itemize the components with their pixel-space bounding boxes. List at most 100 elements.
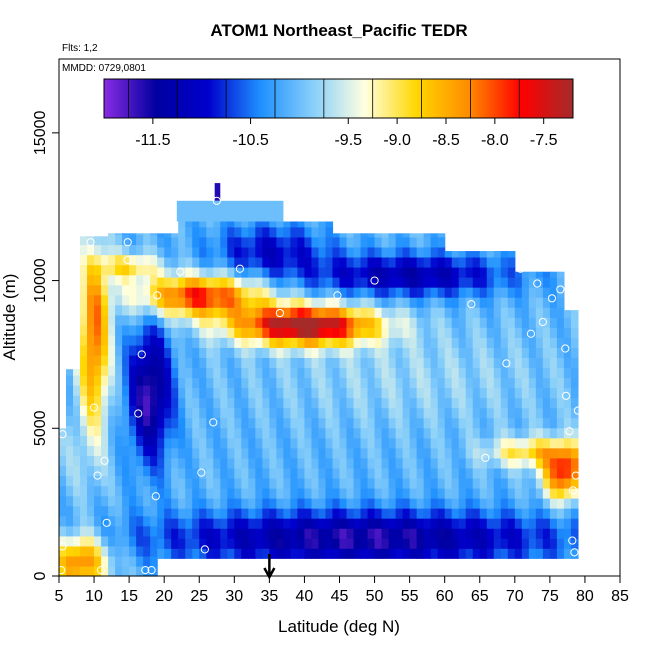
heatmap-cell xyxy=(143,244,151,256)
heatmap-cell xyxy=(297,397,306,409)
heatmap-cell xyxy=(563,487,572,499)
heatmap-cell xyxy=(318,357,327,369)
heatmap-cell xyxy=(374,327,383,338)
observation-point xyxy=(176,267,185,276)
heatmap-cell xyxy=(472,528,481,539)
heatmap-cell xyxy=(192,477,200,489)
colorbar-tick-label: -8.5 xyxy=(432,132,460,149)
heatmap-cell xyxy=(178,307,186,318)
heatmap-cell xyxy=(269,287,277,298)
heatmap-cell xyxy=(220,518,228,529)
heatmap-cell xyxy=(227,327,235,338)
heatmap-cell xyxy=(94,344,102,356)
heatmap-cell xyxy=(395,307,404,318)
heatmap-cell xyxy=(507,498,516,509)
heatmap-cell xyxy=(402,498,411,509)
heatmap-cell xyxy=(430,347,439,358)
heatmap-cell xyxy=(570,417,579,429)
heatmap-cell xyxy=(556,518,565,529)
heatmap-cell xyxy=(248,457,256,469)
heatmap-cell xyxy=(304,226,313,238)
heatmap-cell xyxy=(416,538,425,549)
heatmap-cell xyxy=(465,477,474,489)
heatmap-cell xyxy=(199,337,207,348)
heatmap-cell xyxy=(479,387,488,399)
heatmap-cell xyxy=(150,495,158,507)
heatmap-cell xyxy=(472,487,481,499)
heatmap-cell xyxy=(115,264,123,276)
heatmap-cell xyxy=(451,347,460,358)
heatmap-cell xyxy=(185,538,193,549)
heatmap-cell xyxy=(311,528,320,539)
heatmap-cell xyxy=(59,545,67,557)
heatmap-cell xyxy=(360,387,369,399)
heatmap-cell xyxy=(458,327,467,338)
heatmap-cell xyxy=(563,467,572,479)
heatmap-cell xyxy=(206,387,214,399)
heatmap-cell xyxy=(570,467,579,479)
heatmap-cell xyxy=(416,498,425,509)
heatmap-cell xyxy=(472,447,481,459)
heatmap-cell xyxy=(479,457,488,469)
heatmap-cell xyxy=(430,236,439,248)
heatmap-cell xyxy=(150,274,158,286)
heatmap-cell xyxy=(472,407,481,419)
heatmap-cell xyxy=(220,407,228,419)
heatmap-cell xyxy=(556,357,565,369)
heatmap-cell xyxy=(514,287,523,298)
heatmap-cell xyxy=(185,357,193,369)
heatmap-cell xyxy=(220,327,228,338)
heatmap-cell xyxy=(129,365,137,376)
heatmap-cell xyxy=(164,437,172,449)
observation-point xyxy=(547,294,557,303)
heatmap-cell xyxy=(171,397,179,409)
heatmap-cell xyxy=(199,447,207,459)
heatmap-cell xyxy=(563,437,572,449)
heatmap-cell xyxy=(262,427,270,439)
heatmap-cell xyxy=(346,518,355,529)
heatmap-cell xyxy=(213,528,221,539)
heatmap-cell xyxy=(276,246,284,258)
heatmap-cell xyxy=(262,437,270,449)
heatmap-cell xyxy=(507,447,516,459)
heatmap-cell xyxy=(423,256,432,268)
heatmap-cell xyxy=(101,465,109,477)
heatmap-cell xyxy=(150,555,158,567)
heatmap-cell xyxy=(402,447,411,459)
heatmap-cell xyxy=(479,251,488,258)
heatmap-cell xyxy=(381,287,390,298)
heatmap-cell xyxy=(346,287,355,298)
heatmap-cell xyxy=(507,487,516,499)
heatmap-cell xyxy=(339,407,348,419)
heatmap-cell xyxy=(381,266,390,278)
heatmap-cell xyxy=(360,236,369,248)
heatmap-cell xyxy=(423,307,432,318)
observation-point xyxy=(561,344,570,353)
heatmap-cell xyxy=(185,297,193,308)
heatmap-cell xyxy=(451,437,460,449)
heatmap-cell xyxy=(87,455,95,467)
heatmap-cell xyxy=(402,528,411,539)
heatmap-cell xyxy=(206,467,214,479)
heatmap-cell xyxy=(213,287,221,298)
heatmap-cell xyxy=(241,221,249,228)
heatmap-cell xyxy=(276,467,284,479)
heatmap-cell xyxy=(290,226,299,238)
heatmap-cell xyxy=(297,498,306,509)
heatmap-cell xyxy=(535,337,544,348)
heatmap-cell xyxy=(164,317,172,328)
heatmap-cell xyxy=(472,287,481,298)
heatmap-cell xyxy=(311,487,320,499)
heatmap-cell xyxy=(206,337,214,348)
heatmap-cell xyxy=(213,256,221,268)
heatmap-cell xyxy=(451,498,460,509)
heatmap-cell xyxy=(248,397,256,409)
heatmap-cell xyxy=(115,505,123,517)
heatmap-cell xyxy=(325,457,334,469)
heatmap-cell xyxy=(493,437,502,449)
heatmap-cell xyxy=(409,297,418,308)
heatmap-cell xyxy=(367,357,376,369)
heatmap-cell xyxy=(227,548,235,559)
heatmap-cell xyxy=(248,327,256,338)
heatmap-cell xyxy=(129,274,137,286)
